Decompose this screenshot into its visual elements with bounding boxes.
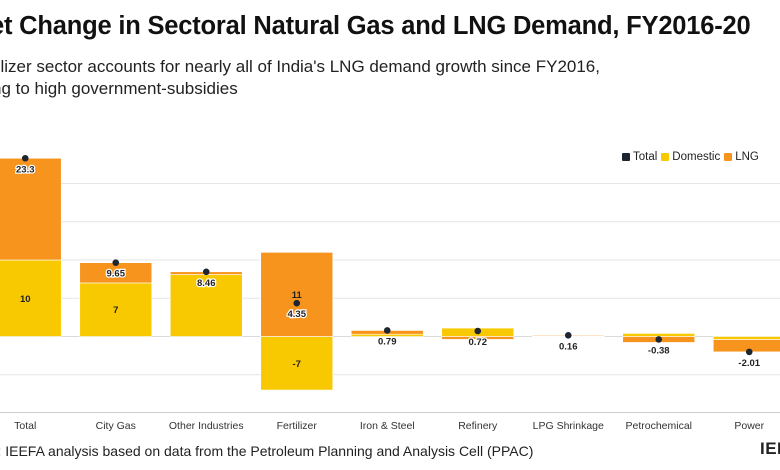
bar-domestic-fertilizer bbox=[260, 336, 334, 391]
x-tick-label-iron-steel: Iron & Steel bbox=[360, 420, 415, 432]
legend-label-lng: LNG bbox=[735, 151, 759, 163]
bar-lng-refinery bbox=[441, 336, 515, 340]
x-tick-label-city-gas: City Gas bbox=[96, 420, 136, 432]
bar-domestic-city-gas bbox=[79, 282, 153, 337]
total-marker-power bbox=[745, 348, 753, 356]
bar-domestic-petrochemical bbox=[622, 333, 696, 337]
total-marker-iron-steel bbox=[383, 327, 391, 334]
data-label-domestic-fertilizer: -7 bbox=[293, 359, 301, 370]
total-marker-lpg-shrinkage bbox=[564, 331, 572, 339]
x-tick-label-total: Total bbox=[14, 420, 36, 432]
legend-swatch-domestic bbox=[661, 153, 670, 161]
data-label-total-city-gas: 9.65 bbox=[107, 269, 126, 280]
legend-item-domestic: Domestic bbox=[661, 151, 720, 163]
chart-title: et Change in Sectoral Natural Gas and LN… bbox=[0, 12, 751, 40]
data-label-total-other-industries: 8.46 bbox=[197, 278, 216, 289]
x-tick-label-refinery: Refinery bbox=[458, 420, 498, 432]
data-label-total-petrochemical: -0.38 bbox=[648, 345, 670, 356]
legend: Total Domestic LNG bbox=[622, 151, 763, 163]
subtitle-line-2: ng to high government-subsidies bbox=[0, 79, 238, 98]
data-label-domestic-city-gas: 7 bbox=[113, 305, 118, 316]
source-note: rce: IEEFA analysis based on data from t… bbox=[0, 443, 534, 459]
legend-label-total: Total bbox=[633, 151, 658, 163]
subtitle-line-1: tilizer sector accounts for nearly all o… bbox=[0, 57, 600, 76]
data-label-total-power: -2.01 bbox=[738, 358, 760, 369]
total-marker-total bbox=[21, 154, 29, 162]
bar-domestic-power bbox=[712, 336, 780, 340]
data-label-total-iron-steel: 0.79 bbox=[378, 336, 397, 347]
total-marker-city-gas bbox=[112, 259, 120, 266]
x-tick-label-lpg-shrinkage: LPG Shrinkage bbox=[533, 420, 604, 432]
data-label-lng-fertilizer: 11 bbox=[292, 290, 303, 301]
data-label-total-total: 23.3 bbox=[16, 164, 35, 175]
data-label-total-refinery: 0.72 bbox=[469, 337, 488, 348]
legend-swatch-lng bbox=[724, 153, 733, 161]
total-marker-petrochemical bbox=[655, 336, 663, 343]
data-label-domestic-total: 10 bbox=[20, 294, 31, 305]
legend-swatch-total bbox=[622, 153, 630, 161]
total-marker-fertilizer bbox=[293, 299, 301, 307]
bar-lng-fertilizer bbox=[260, 252, 334, 337]
chart-plot: 10 23.3 Total 7 9.65 City Gas 8.46 Other Indust… bbox=[0, 154, 780, 432]
ieefa-logo: IEE bbox=[760, 439, 780, 458]
bar-domestic-other-industries bbox=[169, 274, 243, 337]
chart-subtitle: tilizer sector accounts for nearly all o… bbox=[0, 56, 712, 100]
legend-item-total: Total bbox=[622, 151, 657, 163]
x-tick-label-petrochemical: Petrochemical bbox=[625, 420, 692, 432]
total-marker-refinery bbox=[474, 327, 482, 335]
x-tick-label-fertilizer: Fertilizer bbox=[277, 420, 318, 432]
data-label-total-fertilizer: 4.35 bbox=[288, 309, 307, 320]
x-tick-label-other-industries: Other Industries bbox=[169, 420, 244, 432]
total-marker-other-industries bbox=[202, 268, 210, 276]
data-label-total-lpg-shrinkage: 0.16 bbox=[559, 341, 578, 352]
bar-domestic-total bbox=[0, 259, 62, 337]
legend-label-domestic: Domestic bbox=[672, 151, 721, 163]
x-tick-label-power: Power bbox=[734, 420, 764, 432]
legend-item-lng: LNG bbox=[724, 151, 759, 163]
